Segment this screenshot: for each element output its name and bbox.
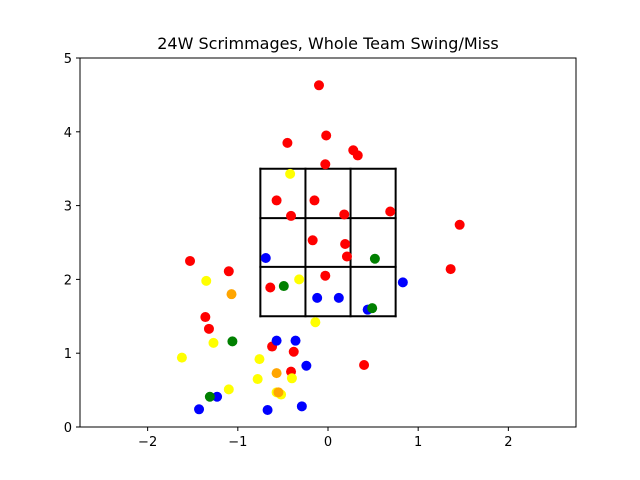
pitch-point-blue xyxy=(333,292,344,303)
y-tick-label: 2 xyxy=(64,273,72,288)
pitch-point-red xyxy=(454,219,465,230)
pitch-point-red xyxy=(265,282,276,293)
pitch-point-yellow xyxy=(223,384,234,395)
pitch-point-red xyxy=(203,323,214,334)
x-tick-label: 1 xyxy=(414,435,422,450)
pitch-point-red xyxy=(340,238,351,249)
pitch-point-blue xyxy=(260,252,271,263)
x-tick-label: −1 xyxy=(228,435,247,450)
x-tick-label: −2 xyxy=(138,435,157,450)
pitch-point-red xyxy=(185,255,196,266)
y-tick-label: 0 xyxy=(64,421,72,436)
pitch-point-green xyxy=(367,303,378,314)
pitch-point-red xyxy=(339,209,350,220)
pitch-point-blue xyxy=(212,391,223,402)
pitch-point-red xyxy=(352,150,363,161)
pitch-point-yellow xyxy=(254,354,265,365)
pitch-point-yellow xyxy=(285,168,296,179)
pitch-point-red xyxy=(271,195,282,206)
pitch-point-orange xyxy=(271,368,282,379)
pitch-point-red xyxy=(288,346,299,357)
pitch-point-red xyxy=(320,270,331,281)
x-tick-label: 2 xyxy=(504,435,512,450)
pitch-point-yellow xyxy=(176,352,187,363)
pitch-point-green xyxy=(227,336,238,347)
pitch-point-red xyxy=(321,130,332,141)
pitch-point-blue xyxy=(194,404,205,415)
pitch-point-yellow xyxy=(310,317,321,328)
pitch-point-red xyxy=(445,264,456,275)
plot-area-frame xyxy=(79,57,577,428)
pitch-point-red xyxy=(341,251,352,262)
y-tick-label: 1 xyxy=(64,347,72,362)
pitch-point-red xyxy=(282,137,293,148)
pitch-point-orange xyxy=(226,289,237,300)
pitch-point-red xyxy=(359,360,370,371)
pitch-point-blue xyxy=(312,292,323,303)
pitch-point-red xyxy=(320,159,331,170)
y-axis: 0 1 2 3 4 5 xyxy=(64,52,80,436)
pitch-point-yellow xyxy=(208,337,219,348)
pitch-points xyxy=(176,80,465,416)
pitch-point-blue xyxy=(397,277,408,288)
y-tick-label: 4 xyxy=(64,126,72,141)
pitch-point-red xyxy=(307,235,318,246)
pitch-point-yellow xyxy=(252,374,263,385)
strike-zone xyxy=(259,167,397,318)
x-axis: −2 −1 0 1 2 xyxy=(138,427,513,450)
y-tick-label: 3 xyxy=(64,200,72,215)
pitch-point-yellow xyxy=(286,373,297,384)
pitch-point-green xyxy=(369,253,380,264)
pitch-point-blue xyxy=(290,335,301,346)
pitch-point-blue xyxy=(262,405,273,416)
pitch-point-blue xyxy=(301,360,312,371)
pitch-point-red xyxy=(309,195,320,206)
pitch-point-green xyxy=(278,281,289,292)
x-tick-label: 0 xyxy=(324,435,332,450)
pitch-point-blue xyxy=(271,335,282,346)
pitch-point-yellow xyxy=(201,275,212,286)
chart-title: 24W Scrimmages, Whole Team Swing/Miss xyxy=(157,34,499,53)
pitch-point-blue xyxy=(296,401,307,412)
pitch-point-red xyxy=(385,206,396,217)
pitch-point-red xyxy=(286,210,297,221)
pitch-point-green xyxy=(204,391,215,402)
pitch-point-red xyxy=(200,312,211,323)
pitch-point-red xyxy=(313,80,324,91)
pitch-point-yellow xyxy=(294,274,305,285)
pitch-point-red xyxy=(223,266,234,277)
y-tick-label: 5 xyxy=(64,52,72,67)
pitch-point-orange xyxy=(273,387,284,398)
